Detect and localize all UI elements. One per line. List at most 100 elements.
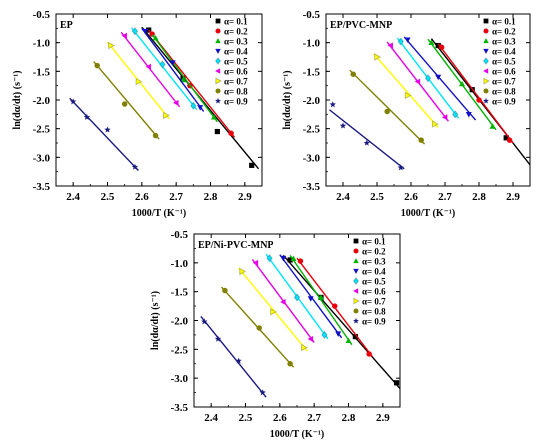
- legend-marker-alpha-7: [483, 77, 490, 85]
- legend-label-alpha-4: α= 0.4: [362, 267, 386, 277]
- y-tick-label: -3.0: [33, 152, 51, 164]
- data-point-alpha-8: [418, 137, 424, 143]
- data-point-alpha-6: [252, 259, 259, 266]
- data-point-alpha-7: [301, 343, 309, 352]
- y-tick-label: -2.0: [33, 95, 51, 107]
- data-point-alpha-6: [145, 63, 152, 70]
- legend-marker-alpha-1: [483, 18, 489, 24]
- data-point-alpha-3: [428, 39, 435, 46]
- x-tick-label: 2.7: [307, 412, 321, 424]
- data-point-alpha-7: [239, 267, 247, 276]
- data-point-alpha-8: [94, 62, 100, 69]
- data-point-alpha-7: [431, 120, 439, 128]
- legend-marker-alpha-2: [483, 28, 489, 34]
- panel-title: EP/PVC-MNP: [330, 20, 392, 31]
- fit-line-alpha-3: [289, 254, 353, 346]
- fit-line-alpha-9: [328, 109, 405, 170]
- data-point-alpha-9: [214, 335, 222, 342]
- fit-line-alpha-5: [130, 27, 198, 111]
- x-tick-label: 2.4: [204, 412, 218, 424]
- x-tick-label: 2.6: [404, 191, 418, 203]
- x-tick-label: 2.8: [342, 412, 356, 424]
- legend-marker-alpha-5: [352, 277, 360, 285]
- legend-label-alpha-8: α= 0.8: [224, 87, 248, 97]
- legend-marker-alpha-6: [215, 68, 221, 74]
- data-point-alpha-4: [435, 74, 442, 81]
- data-point-alpha-3: [489, 123, 496, 129]
- y-tick-label: -1.5: [171, 287, 189, 299]
- legend-marker-alpha-3: [215, 38, 221, 44]
- data-point-alpha-3: [210, 114, 217, 120]
- data-point-alpha-1: [287, 257, 293, 263]
- y-tick-label: -1.5: [33, 66, 51, 78]
- x-tick-label: 2.9: [376, 412, 390, 424]
- data-point-alpha-3: [152, 34, 159, 41]
- data-point-alpha-2: [506, 137, 513, 143]
- data-point-alpha-6: [387, 42, 393, 49]
- y-tick-label: -3.5: [303, 181, 321, 193]
- data-point-alpha-2: [149, 31, 155, 37]
- data-point-alpha-1: [503, 135, 509, 141]
- legend-marker-alpha-6: [483, 68, 489, 74]
- data-point-alpha-3: [459, 80, 465, 87]
- data-point-alpha-8: [121, 101, 128, 107]
- data-point-alpha-7: [374, 53, 382, 61]
- legend-marker-alpha-8: [215, 88, 221, 94]
- data-point-alpha-2: [332, 303, 338, 309]
- fit-line-alpha-2: [437, 43, 514, 144]
- data-point-alpha-8: [384, 108, 390, 115]
- data-point-alpha-7: [270, 308, 278, 316]
- x-axis-label: 1000/T (K⁻¹): [270, 429, 324, 440]
- legend-marker-alpha-9: [483, 97, 489, 104]
- legend-marker-alpha-4: [353, 268, 359, 274]
- fit-line-alpha-3: [151, 34, 218, 123]
- x-tick-label: 2.5: [239, 412, 253, 424]
- y-tick-label: -2.5: [171, 344, 189, 356]
- chart-panel-2: 2.4 2.5 2.6 2.7 2.8 2.9 -0.5 -1.0 -1.5 -2.0 -2.5 -3…: [282, 9, 531, 219]
- legend-marker-alpha-3: [483, 38, 489, 44]
- data-point-alpha-8: [287, 361, 293, 367]
- data-point-alpha-5: [159, 60, 166, 69]
- fit-line-alpha-1: [282, 254, 401, 390]
- legend-label-alpha-1: α= 0.1: [362, 237, 386, 247]
- data-point-alpha-8: [222, 287, 228, 294]
- data-point-alpha-9: [104, 126, 111, 133]
- data-point-alpha-4: [142, 28, 149, 35]
- x-tick-label: 2.6: [135, 191, 149, 203]
- legend-marker-alpha-2: [353, 248, 359, 254]
- data-point-alpha-4: [169, 60, 176, 66]
- legend-label-alpha-9: α= 0.9: [224, 97, 248, 107]
- data-point-alpha-9: [69, 98, 77, 105]
- data-point-alpha-7: [108, 41, 116, 50]
- legend-label-alpha-4: α= 0.4: [224, 47, 248, 57]
- data-point-alpha-4: [197, 105, 204, 111]
- data-point-alpha-8: [256, 325, 262, 331]
- legend-marker-alpha-4: [483, 48, 489, 54]
- legend-marker-alpha-3: [353, 258, 359, 264]
- panel-title: EP/Ni-PVC-MNP: [198, 240, 274, 251]
- data-point-alpha-8: [350, 71, 356, 77]
- legend-marker-alpha-8: [353, 308, 359, 314]
- legend-marker-alpha-2: [215, 28, 221, 34]
- fit-line-alpha-4: [403, 36, 477, 121]
- legend-label-alpha-5: α= 0.5: [224, 57, 248, 67]
- data-point-alpha-8: [152, 132, 159, 139]
- fit-line-alpha-9: [69, 97, 139, 172]
- legend-label-alpha-3: α= 0.3: [492, 37, 516, 47]
- y-tick-label: -0.5: [171, 229, 189, 241]
- x-tick-label: 2.4: [336, 191, 350, 203]
- fit-line-alpha-6: [120, 31, 181, 108]
- y-tick-label: -2.5: [303, 124, 321, 136]
- data-point-alpha-7: [135, 77, 143, 86]
- legend-label-alpha-4: α= 0.4: [492, 47, 516, 57]
- x-tick-label: 2.5: [101, 191, 115, 203]
- data-point-alpha-5: [266, 254, 273, 263]
- legend-label-alpha-9: α= 0.9: [492, 97, 516, 107]
- data-point-alpha-9: [83, 113, 91, 120]
- data-point-alpha-4: [280, 255, 287, 262]
- legend-label-alpha-6: α= 0.6: [492, 67, 516, 77]
- legend-label-alpha-2: α= 0.2: [362, 247, 386, 257]
- x-tick-label: 2.5: [370, 191, 384, 203]
- y-tick-label: -0.5: [303, 9, 321, 21]
- x-tick-label: 2.6: [273, 412, 287, 424]
